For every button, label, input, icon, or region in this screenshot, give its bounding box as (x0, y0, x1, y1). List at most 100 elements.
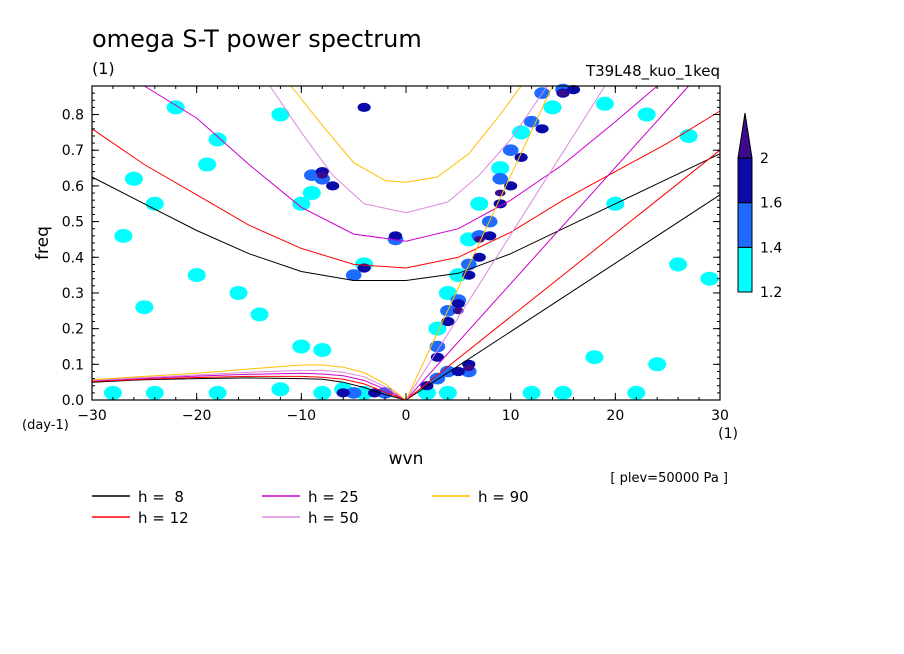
contour-cell (316, 171, 328, 179)
contour-cell (472, 252, 486, 262)
contour-cell (326, 181, 340, 191)
contour-cell (313, 343, 332, 357)
contour-cell (388, 231, 403, 241)
contour-cell (522, 385, 541, 400)
contour-cell (166, 100, 185, 115)
x-axis-ticks: −30 −20 −10 0 10 20 30 (77, 86, 729, 424)
x-tick-label: 10 (502, 408, 520, 424)
dispersion-curve-kelvin (405, 85, 553, 401)
dispersion-curve-mrg (91, 372, 407, 401)
legend-label: h = 90 (478, 488, 529, 506)
contour-cell (492, 173, 509, 185)
colorbar-segment (737, 202, 753, 248)
contour-cell (271, 382, 290, 397)
dispersion-curve-kelvin (405, 194, 721, 401)
legend-label: h = 8 (138, 488, 184, 506)
contour-cell (627, 385, 646, 400)
y-axis-label: freq (33, 226, 53, 260)
dispersion-curve-kelvin (405, 149, 721, 401)
contour-cell (502, 144, 519, 156)
contour-cell (470, 196, 489, 211)
contour-cell (302, 186, 321, 200)
colorbar-extension (737, 112, 753, 159)
dispersion-curve-igw (144, 85, 658, 242)
contour-cell (336, 388, 350, 398)
dispersion-curve-igw (91, 110, 721, 269)
pressure-level-note: [ plev=50000 Pa ] (610, 471, 728, 486)
contour-cell (679, 129, 698, 143)
contour-cell (451, 299, 465, 309)
chart-subtitle-right: T39L48_kuo_1keq (585, 62, 720, 81)
contour-cell (554, 385, 572, 400)
dispersion-curve-mrg (91, 364, 407, 401)
x-axis-label: wvn (389, 449, 424, 469)
x-tick-label: −10 (287, 408, 317, 424)
y-tick-label: 0.6 (62, 179, 84, 195)
chart-subtitle-left: (1) (92, 59, 115, 78)
x-tick-label: 20 (606, 408, 624, 424)
contour-cell (483, 231, 497, 241)
contour-cell (669, 257, 688, 272)
contour-cell (313, 385, 332, 400)
contour-cell (145, 385, 164, 400)
contour-cell (271, 107, 290, 122)
x-tick-label: −20 (182, 408, 212, 424)
contour-cell (491, 161, 510, 176)
contour-cell (441, 316, 455, 327)
colorbar-label: 1.4 (760, 240, 782, 256)
contour-cell (585, 350, 604, 365)
dispersion-curve-igw (290, 85, 522, 183)
contour-cell (512, 125, 531, 140)
contour-cell (438, 385, 457, 400)
dispersion-curve-igw (269, 85, 548, 214)
contour-cell (292, 339, 311, 354)
contour-cell (229, 286, 248, 300)
contour-cell (557, 89, 569, 97)
chart-title: omega S-T power spectrum (92, 25, 422, 53)
dispersion-curve-mrg (91, 377, 407, 401)
contour-cell (198, 157, 217, 172)
contour-cell (250, 307, 269, 322)
contour-cell (637, 107, 656, 122)
legend-label: h = 12 (138, 509, 189, 527)
legend-label: h = 25 (308, 488, 359, 506)
dispersion-curve-igw (91, 153, 721, 281)
contour-cell (357, 102, 371, 112)
contour-cell (345, 387, 362, 399)
contour-cell (135, 300, 154, 315)
y-tick-label: 0.3 (62, 286, 84, 302)
y-tick-label: 0.2 (62, 322, 84, 338)
contour-cell (292, 196, 311, 211)
colorbar-label: 2 (760, 151, 769, 167)
colorbar-label: 1.6 (760, 196, 782, 212)
legend: h = 8 h = 12 h = 25 h = 50 h = 90 (92, 488, 529, 527)
dispersion-curve-kelvin (405, 85, 689, 401)
contour-cell (463, 364, 475, 372)
dispersion-curve-mrg (91, 369, 407, 401)
colorbar: 1.2 1.4 1.6 2 (737, 112, 782, 301)
legend-label: h = 50 (308, 509, 359, 527)
contour-cell (103, 385, 122, 400)
contour-cell (648, 357, 667, 372)
contour-cell (345, 269, 362, 281)
contour-cell (566, 85, 581, 95)
contour-cell (543, 100, 562, 115)
dispersion-curve-kelvin (405, 85, 606, 401)
x-tick-label: 0 (402, 408, 411, 424)
y-tick-label: 0.1 (62, 357, 84, 373)
y-tick-label: 0.4 (62, 250, 84, 266)
contour-cell (523, 115, 540, 128)
y-tick-label: 0.8 (62, 108, 84, 124)
colorbar-segment (737, 157, 753, 204)
y-tick-label: 0.0 (62, 393, 84, 409)
contour-cell (700, 271, 719, 286)
x-tick-label: −30 (77, 408, 107, 424)
y-tick-label: 0.7 (62, 143, 84, 159)
contour-cell (428, 321, 447, 336)
contour-cell (595, 96, 614, 111)
contour-cell (114, 228, 133, 243)
contour-cell (451, 366, 465, 377)
contour-cell (187, 268, 206, 283)
y-axis-ticks: 0.0 0.1 0.2 0.3 0.4 0.5 0.6 0.7 0.8 (62, 92, 720, 409)
contour-cell (368, 388, 382, 398)
